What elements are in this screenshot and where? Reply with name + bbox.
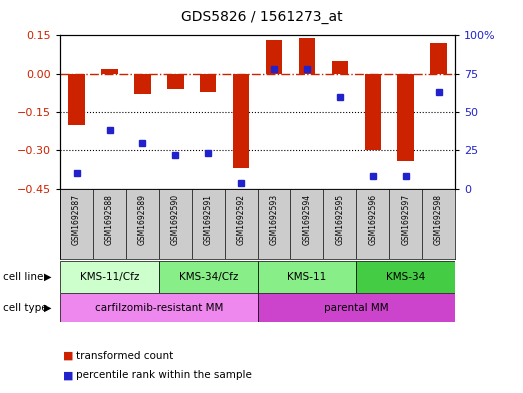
- Text: GSM1692594: GSM1692594: [302, 194, 311, 245]
- Text: GSM1692595: GSM1692595: [335, 194, 344, 245]
- Text: GSM1692593: GSM1692593: [269, 194, 279, 245]
- Text: GSM1692591: GSM1692591: [204, 194, 213, 245]
- Text: ■: ■: [63, 370, 73, 380]
- Text: KMS-11/Cfz: KMS-11/Cfz: [80, 272, 139, 282]
- Bar: [266, 40, 282, 73]
- Bar: [134, 73, 151, 94]
- Text: ▶: ▶: [44, 272, 52, 282]
- Text: KMS-34/Cfz: KMS-34/Cfz: [178, 272, 238, 282]
- Bar: [200, 73, 217, 92]
- Bar: [60, 261, 159, 293]
- Bar: [299, 38, 315, 73]
- Bar: [60, 293, 257, 322]
- Bar: [167, 73, 184, 89]
- Bar: [233, 73, 249, 168]
- Bar: [430, 43, 447, 73]
- Text: parental MM: parental MM: [324, 303, 389, 312]
- Text: transformed count: transformed count: [76, 351, 173, 361]
- Bar: [257, 293, 455, 322]
- Text: KMS-34: KMS-34: [386, 272, 425, 282]
- Text: cell line: cell line: [3, 272, 43, 282]
- Bar: [257, 261, 356, 293]
- Text: percentile rank within the sample: percentile rank within the sample: [76, 370, 252, 380]
- Text: GSM1692597: GSM1692597: [401, 194, 410, 245]
- Bar: [397, 73, 414, 160]
- Text: carfilzomib-resistant MM: carfilzomib-resistant MM: [95, 303, 223, 312]
- Bar: [356, 261, 455, 293]
- Text: GDS5826 / 1561273_at: GDS5826 / 1561273_at: [180, 10, 343, 24]
- Text: GSM1692596: GSM1692596: [368, 194, 377, 245]
- Bar: [101, 68, 118, 73]
- Text: KMS-11: KMS-11: [287, 272, 326, 282]
- Bar: [69, 73, 85, 125]
- Bar: [365, 73, 381, 150]
- Text: ▶: ▶: [44, 303, 52, 312]
- Bar: [159, 261, 257, 293]
- Text: GSM1692598: GSM1692598: [434, 194, 443, 245]
- Bar: [332, 61, 348, 73]
- Text: GSM1692589: GSM1692589: [138, 194, 147, 245]
- Text: cell type: cell type: [3, 303, 47, 312]
- Text: GSM1692587: GSM1692587: [72, 194, 81, 245]
- Text: GSM1692588: GSM1692588: [105, 194, 114, 245]
- Text: ■: ■: [63, 351, 73, 361]
- Text: GSM1692590: GSM1692590: [171, 194, 180, 245]
- Text: GSM1692592: GSM1692592: [236, 194, 246, 245]
